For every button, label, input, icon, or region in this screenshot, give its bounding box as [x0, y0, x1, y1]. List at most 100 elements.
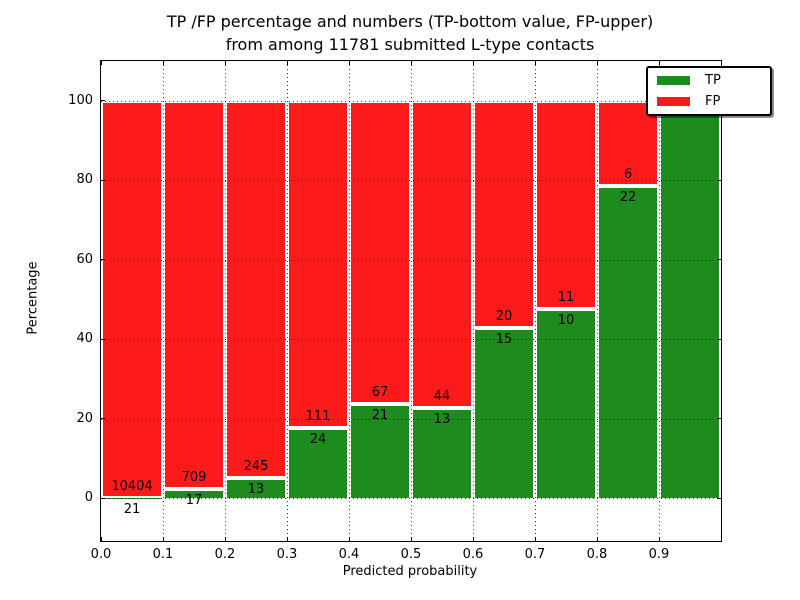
y-tick-label: 0: [84, 490, 93, 506]
x-tick-label: 0.9: [648, 547, 670, 562]
bar-segment-fp: [537, 100, 595, 310]
y-tick-label: 100: [68, 92, 93, 108]
y-tick-label: 60: [76, 251, 93, 267]
bar-tp-count-label: 13: [433, 411, 451, 427]
legend-entry-fp: FP: [657, 94, 761, 109]
tick-mark-y: [101, 100, 105, 102]
tp-color-swatch: [657, 76, 690, 85]
x-tick-label: 0.3: [276, 547, 298, 562]
tick-mark-y: [717, 338, 721, 340]
bar-fp-count-label: 67: [371, 384, 389, 400]
gridline-vertical: [596, 61, 598, 541]
tick-mark-y: [717, 179, 721, 181]
tick-mark-y: [101, 259, 105, 261]
bar-tp-count-label: 24: [309, 431, 327, 447]
tick-mark-y: [101, 497, 105, 499]
tick-mark-x: [720, 61, 722, 65]
y-tick-label: 80: [76, 172, 93, 188]
bar-tp-count-label: 15: [495, 332, 513, 347]
y-tick-label: 40: [76, 331, 93, 347]
tick-mark-x: [348, 537, 350, 541]
bar-fp-count-label: 6: [623, 166, 633, 182]
tick-mark-x: [286, 537, 288, 541]
gridline-vertical: [534, 61, 536, 541]
tick-mark-x: [162, 537, 164, 541]
bar-segment-fp: [289, 100, 347, 428]
tick-mark-x: [348, 61, 350, 65]
tick-mark-x: [596, 537, 598, 541]
bar-fp-count-label: 245: [243, 459, 269, 475]
x-tick-label: 0.0: [90, 547, 112, 562]
bar-tp-count-label: 22: [619, 189, 637, 205]
x-tick-label: 0.7: [524, 547, 546, 562]
bar-segment-tp: [661, 100, 719, 499]
tick-mark-x: [472, 537, 474, 541]
bar-segment-fp: [227, 100, 285, 479]
x-tick-label: 0.4: [338, 547, 360, 562]
bar-segment-tp: [537, 309, 595, 499]
chart-title: TP /FP percentage and numbers (TP-bottom…: [167, 10, 653, 56]
tick-mark-x: [410, 537, 412, 541]
bar-segment-tp: [475, 328, 533, 499]
bar-tp-count-label: 13: [247, 482, 265, 498]
tick-mark-y: [101, 179, 105, 181]
legend-label-tp: TP: [705, 73, 721, 88]
gridline-vertical: [658, 61, 660, 541]
bar-segment-fp: [475, 100, 533, 328]
gridline-vertical: [286, 61, 288, 541]
tick-mark-x: [224, 537, 226, 541]
bar-segment-tp: [227, 478, 285, 499]
bar-tp-count-label: 21: [123, 501, 141, 517]
gridline-horizontal: [101, 180, 721, 182]
tick-mark-y: [717, 418, 721, 420]
bar-segment-tp: [165, 489, 223, 499]
x-tick-label: 0.2: [214, 547, 236, 562]
legend: TP FP: [646, 66, 772, 116]
bar-tp-count-label: 10: [557, 313, 575, 329]
x-axis-label: Predicted probability: [342, 564, 478, 579]
bar-segment-fp: [351, 100, 409, 404]
y-tick-label: 20: [76, 410, 93, 426]
legend-label-fp: FP: [705, 94, 721, 109]
tick-mark-x: [658, 537, 660, 541]
gridline-horizontal: [101, 100, 721, 102]
bar-fp-count-label: 11: [557, 290, 575, 306]
x-tick-label: 0.5: [400, 547, 422, 562]
x-tick-label: 0.1: [152, 547, 174, 562]
tick-mark-x: [534, 61, 536, 65]
x-tick-label: 0.6: [462, 547, 484, 562]
tick-mark-y: [717, 259, 721, 261]
bar-segment-tp: [289, 427, 347, 499]
gridline-vertical: [348, 61, 350, 541]
tick-mark-x: [286, 61, 288, 65]
chart-title-line2: from among 11781 submitted L-type contac…: [225, 35, 595, 54]
bar-fp-count-label: 111: [305, 408, 331, 424]
y-axis-label: Percentage: [25, 261, 41, 335]
bar-segment-tp: [103, 497, 161, 499]
bar-segment-fp: [165, 100, 223, 490]
tick-mark-x: [162, 61, 164, 65]
bar-tp-count-label: 21: [371, 407, 389, 423]
gridline-horizontal: [101, 339, 721, 341]
bar-fp-count-label: 709: [181, 470, 207, 486]
tick-mark-x: [100, 537, 102, 541]
tick-mark-y: [101, 338, 105, 340]
bar-segment-tp: [413, 407, 471, 499]
tick-mark-y: [717, 497, 721, 499]
x-tick-label: 0.8: [586, 547, 608, 562]
gridline-vertical: [472, 61, 474, 541]
tick-mark-x: [534, 537, 536, 541]
gridline-horizontal: [101, 259, 721, 261]
fp-color-swatch: [657, 97, 690, 106]
gridline-vertical: [224, 61, 226, 541]
bar-segment-tp: [599, 185, 657, 499]
gridline-horizontal: [101, 498, 721, 500]
bar-segment-fp: [413, 100, 471, 408]
tick-mark-x: [472, 61, 474, 65]
chart-title-line1: TP /FP percentage and numbers (TP-bottom…: [166, 12, 654, 31]
legend-entry-tp: TP: [657, 73, 761, 88]
bar-fp-count-label: 44: [433, 388, 451, 404]
tick-mark-x: [720, 537, 722, 541]
tick-mark-y: [101, 418, 105, 420]
